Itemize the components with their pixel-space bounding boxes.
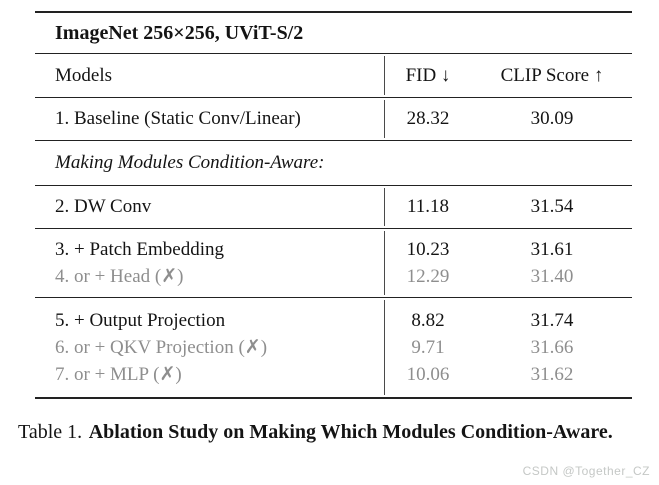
top-rule	[35, 11, 632, 13]
table-row-baseline: 1. Baseline (Static Conv/Linear) 28.32 3…	[35, 98, 632, 140]
ablation-table: ImageNet 256×256, UViT-S/2 Models FID ↓ …	[35, 11, 632, 399]
fid-cell: 8.82	[411, 309, 445, 331]
table-row-output-projection: 5. + Output Projection 8.82 31.74	[35, 307, 632, 334]
model-cell: 2. DW Conv	[55, 196, 152, 217]
table-row-mlp: 7. or + MLP (✗) 10.06 31.62	[35, 361, 632, 388]
caption-text: Ablation Study on Making Which Modules C…	[88, 421, 613, 443]
rule-below-header	[35, 97, 632, 98]
table-row-head: 4. or + Head (✗) 12.29 31.40	[35, 263, 632, 290]
fid-cell: 9.71	[411, 336, 445, 358]
table-title-row: ImageNet 256×256, UViT-S/2	[35, 13, 632, 53]
table-title: ImageNet 256×256, UViT-S/2	[55, 21, 304, 44]
column-header-row: Models FID ↓ CLIP Score ↑	[35, 54, 632, 97]
table-row-dw-conv: 2. DW Conv 11.18 31.54	[35, 186, 632, 228]
rule-below-dw-conv	[35, 228, 632, 229]
column-header-clip-score: CLIP Score ↑	[500, 64, 604, 86]
fid-cell: 12.29	[406, 265, 450, 287]
model-cell: 3. + Patch Embedding	[55, 238, 225, 260]
column-header-models: Models	[55, 64, 112, 86]
fid-cell: 11.18	[406, 196, 450, 217]
model-cell: 6. or + QKV Projection (✗)	[55, 337, 268, 358]
clip-cell: 31.61	[530, 238, 574, 260]
table-group-patch-head: 3. + Patch Embedding 10.23 31.61 4. or +…	[35, 229, 632, 297]
clip-cell: 31.54	[530, 196, 574, 217]
table-row-qkv-projection: 6. or + QKV Projection (✗) 9.71 31.66	[35, 334, 632, 361]
bottom-rule	[35, 397, 632, 399]
clip-cell: 30.09	[530, 108, 574, 129]
model-cell: 5. + Output Projection	[55, 309, 226, 331]
rule-below-title	[35, 53, 632, 54]
model-cell: 1. Baseline (Static Conv/Linear)	[55, 108, 301, 129]
table-caption: Table 1. Ablation Study on Making Which M…	[18, 418, 645, 447]
clip-cell: 31.40	[530, 265, 574, 287]
clip-cell: 31.74	[530, 309, 574, 331]
fid-cell: 28.32	[406, 108, 450, 129]
rule-below-baseline	[35, 140, 632, 141]
model-cell: 4. or + Head (✗)	[55, 266, 184, 287]
model-cell: 7. or + MLP (✗)	[55, 364, 182, 385]
clip-cell: 31.62	[530, 363, 574, 385]
rule-below-section	[35, 185, 632, 186]
section-label: Making Modules Condition-Aware:	[55, 152, 325, 173]
column-header-fid: FID ↓	[405, 64, 451, 86]
section-header-row: Making Modules Condition-Aware:	[35, 141, 632, 185]
table-row-patch-embedding: 3. + Patch Embedding 10.23 31.61	[35, 236, 632, 263]
fid-cell: 10.23	[406, 238, 450, 260]
fid-cell: 10.06	[406, 363, 450, 385]
table-group-output-qkv-mlp: 5. + Output Projection 8.82 31.74 6. or …	[35, 298, 632, 397]
watermark-text: CSDN @Together_CZ	[522, 464, 650, 478]
caption-prefix: Table 1.	[18, 421, 83, 443]
rule-below-patch-group	[35, 297, 632, 298]
clip-cell: 31.66	[530, 336, 574, 358]
